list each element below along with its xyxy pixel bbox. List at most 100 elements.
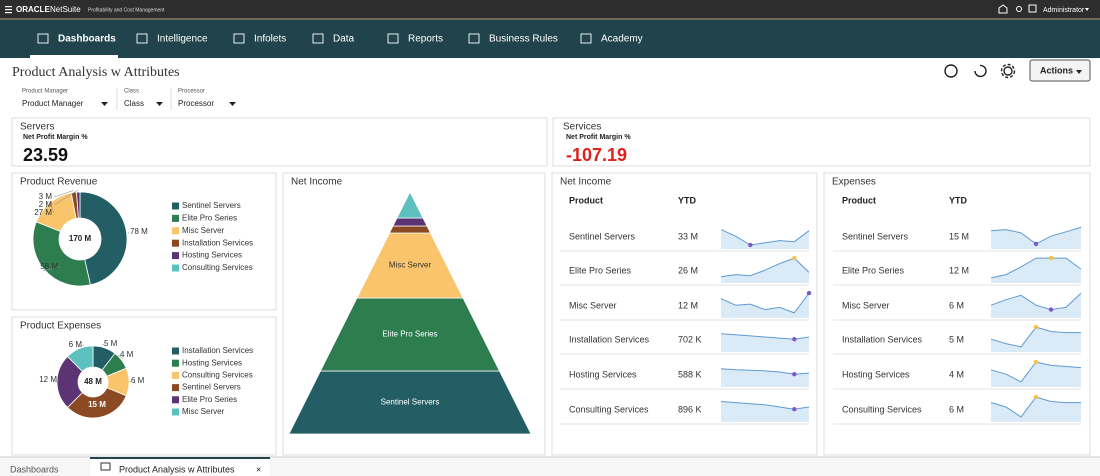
nav-item[interactable]: Infolets: [254, 34, 286, 45]
cell-product: Elite Pro Series: [842, 265, 905, 275]
filter-value[interactable]: Processor: [178, 99, 214, 108]
column-header: YTD: [949, 195, 968, 205]
filter-value[interactable]: Class: [124, 99, 144, 108]
cell-product: Consulting Services: [842, 404, 922, 414]
sparkline-marker: [806, 290, 812, 296]
leader-line: [53, 190, 74, 198]
sparkline-marker: [792, 337, 797, 342]
cell-ytd: 12 M: [949, 265, 969, 275]
donut-center: [79, 368, 107, 396]
nav-active-indicator: [30, 55, 118, 58]
leader-line: [101, 343, 106, 347]
sparkline-marker: [1048, 255, 1054, 261]
cell-ytd: 4 M: [949, 369, 964, 379]
legend-swatch: [172, 264, 179, 272]
slice-label: 78 M: [130, 227, 148, 236]
tab-bar: [0, 457, 1100, 476]
tab-close[interactable]: ×: [256, 464, 261, 474]
pyramid-layer[interactable]: [392, 217, 428, 227]
cell-product: Elite Pro Series: [569, 265, 632, 275]
legend-swatch: [172, 214, 179, 222]
leader-line: [53, 189, 79, 206]
toolbar-icons[interactable]: [944, 63, 1016, 79]
filter-label: Processor: [178, 89, 205, 95]
slice-label: 4 M: [120, 350, 134, 359]
legend-label: Consulting Services: [182, 371, 253, 380]
donut-slice[interactable]: [76, 191, 81, 219]
pyramid-label: Sentinel Servers: [381, 398, 440, 407]
sparkline-area: [991, 227, 1081, 249]
donut-slice[interactable]: [66, 345, 94, 372]
sparkline-marker: [1033, 241, 1039, 247]
header-icons[interactable]: [998, 4, 1037, 14]
brand-product: NetSuite: [50, 5, 81, 14]
nav-item[interactable]: Reports: [408, 34, 443, 45]
cell-product: Hosting Services: [842, 369, 910, 379]
leader-line: [117, 354, 124, 360]
legend-label: Elite Pro Series: [182, 395, 237, 404]
sparkline-area: [721, 401, 809, 422]
sparkline-area: [991, 327, 1081, 352]
legend-label: Installation Services: [182, 238, 253, 247]
donut-slice[interactable]: [66, 387, 127, 419]
filter-caret: [156, 102, 163, 106]
donut-center: [60, 219, 100, 259]
column-header: Product: [569, 195, 603, 205]
pyramid-layer[interactable]: [388, 225, 432, 234]
slice-label: 15 M: [88, 400, 106, 409]
donut-slice[interactable]: [79, 191, 128, 286]
sparkline-marker: [1033, 394, 1039, 400]
sparkline: [720, 229, 810, 246]
cell-product: Misc Server: [569, 300, 617, 310]
cell-ytd: 6 M: [949, 404, 964, 414]
filter-caret: [101, 102, 108, 106]
legend-label: Sentinel Servers: [182, 383, 241, 392]
legend-label: Hosting Services: [182, 251, 242, 260]
legend-swatch: [172, 408, 179, 416]
pyramid-label: Elite Pro Series: [382, 330, 437, 339]
active-tab-indicator: [90, 457, 270, 459]
legend-swatch: [172, 371, 179, 379]
filter-value[interactable]: Product Manager: [22, 99, 84, 108]
cell-ytd: 702 K: [678, 334, 702, 344]
brand: ORACLE: [16, 5, 50, 14]
cell-product: Installation Services: [569, 334, 650, 344]
legend-label: Misc Server: [182, 226, 225, 235]
tab[interactable]: Dashboards: [10, 464, 59, 474]
user-menu[interactable]: Administrator: [1043, 7, 1085, 14]
tab-icon: [100, 462, 111, 471]
slice-label: 6 M: [69, 340, 83, 349]
chart-card: [11, 316, 277, 456]
legend-swatch: [172, 202, 179, 210]
nav-item[interactable]: Academy: [601, 34, 643, 45]
legend-label: Consulting Services: [182, 263, 253, 272]
filter-label: Class: [124, 89, 139, 95]
table-title: Net Income: [560, 177, 612, 188]
nav-item[interactable]: Dashboards: [58, 34, 116, 45]
cell-ytd: 12 M: [678, 300, 698, 310]
sparkline-marker: [748, 242, 753, 248]
sparkline-marker: [1033, 359, 1039, 365]
tab[interactable]: Product Analysis w Attributes: [119, 464, 235, 474]
actions-button[interactable]: [1029, 59, 1091, 82]
kpi-metric: Net Profit Margin %: [566, 134, 631, 141]
active-tab[interactable]: [90, 457, 270, 476]
slice-label: 2 M: [39, 200, 53, 209]
sparkline-marker: [792, 255, 797, 261]
cell-product: Consulting Services: [569, 404, 649, 414]
donut-center-label: 48 M: [84, 377, 102, 386]
nav-item[interactable]: Intelligence: [157, 34, 208, 45]
nav-item[interactable]: Data: [333, 34, 355, 45]
chart-title: Product Expenses: [20, 321, 101, 332]
kpi-value: -107.19: [566, 145, 627, 165]
kpi-title: Servers: [20, 122, 54, 133]
chart-title: Net Income: [291, 177, 343, 188]
kpi-card: [552, 117, 1091, 167]
menu-icon[interactable]: [5, 6, 12, 14]
nav-item[interactable]: Business Rules: [489, 34, 558, 45]
pyramid-layer[interactable]: [396, 191, 424, 219]
column-header: YTD: [678, 195, 697, 205]
legend-swatch: [172, 239, 179, 247]
cell-product: Sentinel Servers: [569, 231, 636, 241]
sparkline-area: [991, 397, 1081, 422]
